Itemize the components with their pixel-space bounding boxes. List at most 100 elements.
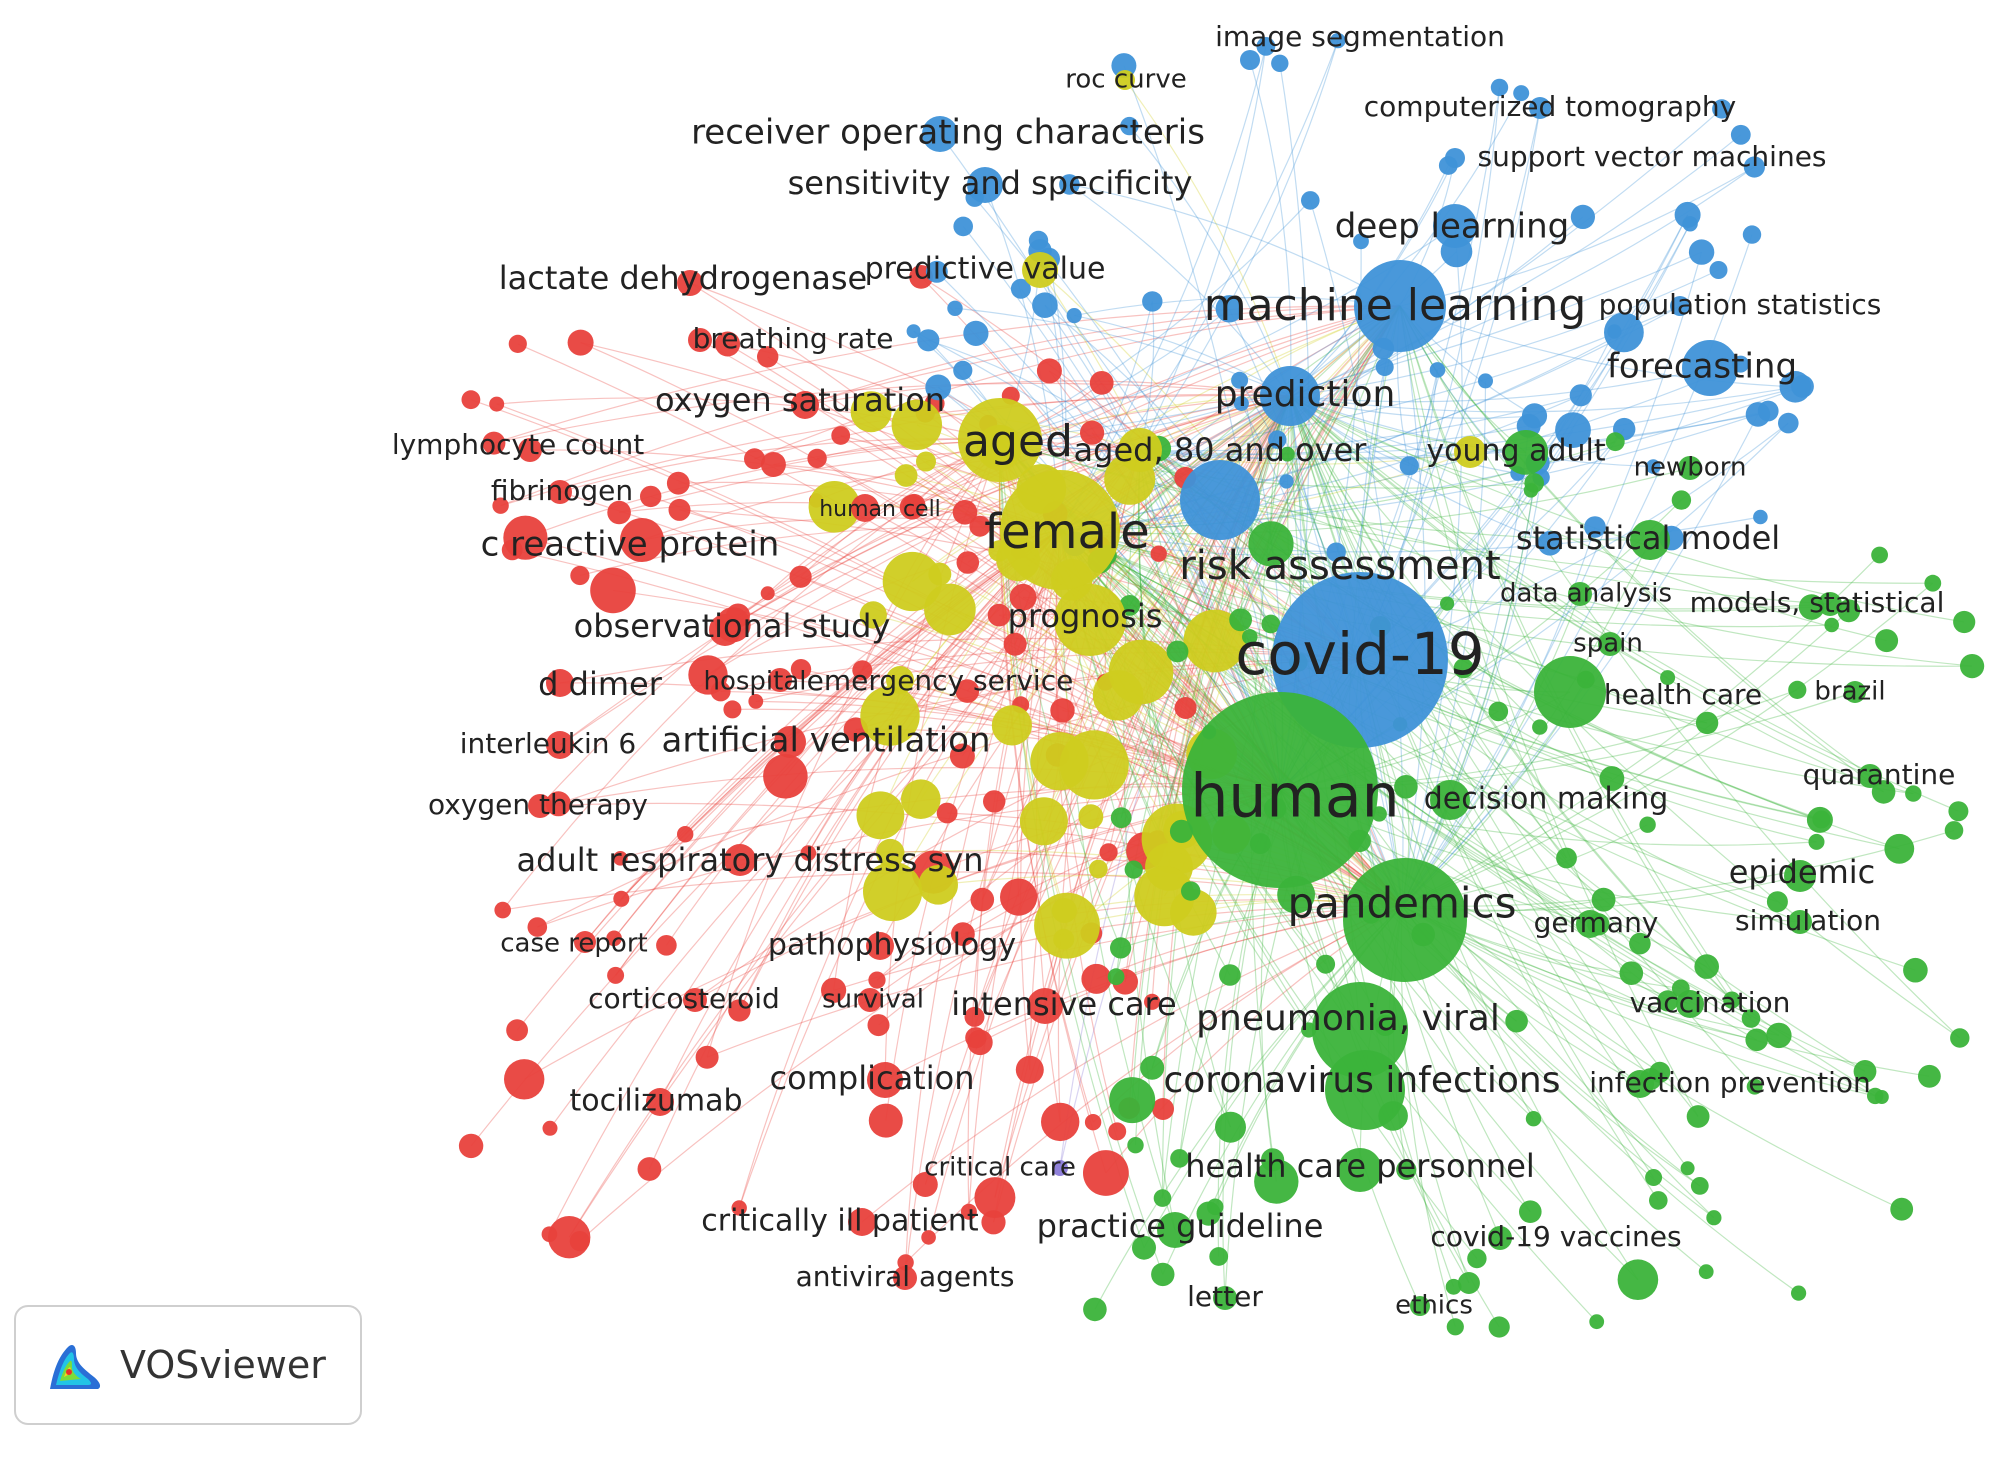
term-node[interactable] bbox=[1050, 698, 1075, 723]
term-label[interactable]: adult respiratory distress syn bbox=[517, 841, 984, 879]
term-node[interactable] bbox=[1712, 99, 1732, 119]
term-node[interactable] bbox=[1153, 1189, 1172, 1207]
term-node[interactable] bbox=[1743, 156, 1765, 178]
term-node-support-vector-machines[interactable] bbox=[1445, 148, 1465, 168]
term-label[interactable]: practice guideline bbox=[1037, 1207, 1324, 1245]
term-node[interactable] bbox=[1301, 191, 1320, 210]
term-node-female[interactable] bbox=[1000, 470, 1120, 590]
term-node[interactable] bbox=[1766, 891, 1788, 913]
term-label[interactable]: covid-19 vaccines bbox=[1430, 1220, 1681, 1253]
term-node[interactable] bbox=[1107, 968, 1125, 986]
term-label[interactable]: vaccination bbox=[1630, 986, 1791, 1019]
term-node[interactable] bbox=[1181, 881, 1201, 901]
term-node[interactable] bbox=[1099, 843, 1118, 862]
term-node[interactable] bbox=[492, 497, 509, 514]
term-node[interactable] bbox=[1617, 1259, 1659, 1300]
term-node[interactable] bbox=[666, 471, 690, 495]
term-node-image-segmentation[interactable] bbox=[1240, 50, 1260, 70]
term-node[interactable] bbox=[1604, 312, 1644, 353]
term-node[interactable] bbox=[715, 331, 741, 357]
term-node[interactable] bbox=[1519, 1200, 1542, 1223]
term-node[interactable] bbox=[1871, 780, 1896, 804]
term-label[interactable]: spain bbox=[1573, 629, 1643, 659]
term-label[interactable]: intensive care bbox=[951, 985, 1176, 1023]
term-node[interactable] bbox=[1010, 278, 1031, 299]
term-node-models-statistical[interactable] bbox=[1818, 592, 1842, 616]
term-node[interactable] bbox=[461, 390, 481, 410]
term-label[interactable]: survival bbox=[822, 985, 924, 1015]
term-node[interactable] bbox=[1686, 1105, 1710, 1128]
term-node[interactable] bbox=[1066, 308, 1082, 324]
term-node[interactable] bbox=[1446, 1318, 1464, 1336]
term-label[interactable]: critical care bbox=[924, 1153, 1076, 1183]
term-node[interactable] bbox=[916, 451, 936, 472]
term-label[interactable]: machine learning bbox=[1204, 280, 1587, 331]
term-label[interactable]: health care personnel bbox=[1185, 1147, 1535, 1185]
term-node[interactable] bbox=[789, 565, 812, 588]
term-node[interactable] bbox=[800, 845, 817, 861]
term-node[interactable] bbox=[1084, 1114, 1102, 1131]
term-node-survival[interactable] bbox=[858, 988, 882, 1012]
term-node[interactable] bbox=[1745, 1028, 1768, 1052]
term-node[interactable] bbox=[1812, 810, 1831, 829]
term-label[interactable]: pathophysiology bbox=[768, 928, 1016, 963]
term-node[interactable] bbox=[569, 1231, 590, 1252]
term-node[interactable] bbox=[955, 679, 980, 703]
term-node-newborn[interactable] bbox=[1678, 456, 1702, 480]
term-node[interactable] bbox=[1570, 204, 1595, 229]
term-node[interactable] bbox=[1671, 490, 1692, 510]
term-label[interactable]: fibrinogen bbox=[491, 474, 633, 507]
term-label[interactable]: oxygen therapy bbox=[428, 788, 648, 821]
term-node[interactable] bbox=[868, 1103, 903, 1138]
term-node-human-cell[interactable] bbox=[851, 494, 879, 522]
term-node[interactable] bbox=[821, 977, 847, 1003]
term-node-pathophysiology[interactable] bbox=[866, 932, 894, 960]
term-node[interactable] bbox=[1688, 239, 1715, 265]
term-node[interactable] bbox=[1453, 658, 1474, 679]
term-node[interactable] bbox=[590, 567, 636, 614]
term-node-deep-learning[interactable] bbox=[1433, 204, 1477, 248]
term-label[interactable]: epidemic bbox=[1729, 853, 1876, 891]
term-node[interactable] bbox=[458, 1133, 484, 1159]
term-node-prognosis[interactable] bbox=[1054, 584, 1126, 656]
term-label[interactable]: aged bbox=[963, 416, 1073, 467]
term-node[interactable] bbox=[1948, 801, 1969, 822]
term-node[interactable] bbox=[1746, 1078, 1763, 1095]
term-node[interactable] bbox=[1219, 964, 1241, 986]
term-node[interactable] bbox=[1215, 1111, 1246, 1143]
term-node[interactable] bbox=[1837, 599, 1861, 623]
term-node[interactable] bbox=[1083, 1297, 1107, 1322]
term-node[interactable] bbox=[637, 1157, 662, 1181]
term-node[interactable] bbox=[1950, 1028, 1970, 1048]
term-node[interactable] bbox=[991, 705, 1032, 746]
term-node[interactable] bbox=[760, 586, 775, 601]
term-label[interactable]: case report bbox=[500, 929, 647, 959]
term-node[interactable] bbox=[1170, 1149, 1189, 1168]
term-label[interactable]: female bbox=[984, 504, 1149, 560]
term-node[interactable] bbox=[1120, 116, 1139, 136]
term-node[interactable] bbox=[953, 360, 973, 380]
term-node[interactable] bbox=[607, 500, 631, 525]
term-node-practice-guideline[interactable] bbox=[1157, 1212, 1193, 1248]
term-node[interactable] bbox=[748, 694, 764, 709]
term-label[interactable]: risk assessment bbox=[1179, 543, 1500, 589]
term-node[interactable] bbox=[656, 935, 677, 956]
term-node[interactable] bbox=[1034, 892, 1100, 959]
term-node-oxygen-therapy[interactable] bbox=[528, 794, 552, 818]
term-node[interactable] bbox=[1151, 1262, 1175, 1287]
term-node[interactable] bbox=[867, 1014, 890, 1037]
term-node[interactable] bbox=[917, 329, 940, 352]
term-label[interactable]: corticosteroid bbox=[588, 982, 780, 1015]
term-node-simulation[interactable] bbox=[1788, 910, 1812, 934]
term-node[interactable] bbox=[1537, 531, 1563, 556]
term-node[interactable] bbox=[1619, 961, 1644, 985]
term-node[interactable] bbox=[567, 329, 594, 356]
term-node[interactable] bbox=[1375, 358, 1394, 377]
term-node-decision-making[interactable] bbox=[1430, 780, 1470, 820]
term-node[interactable] bbox=[1649, 1191, 1668, 1210]
term-label[interactable]: pandemics bbox=[1287, 879, 1516, 928]
term-node[interactable] bbox=[1488, 701, 1509, 722]
term-node[interactable] bbox=[1089, 371, 1114, 395]
term-label[interactable]: sensitivity and specificity bbox=[788, 164, 1193, 202]
term-label[interactable]: artificial ventilation bbox=[661, 721, 990, 761]
